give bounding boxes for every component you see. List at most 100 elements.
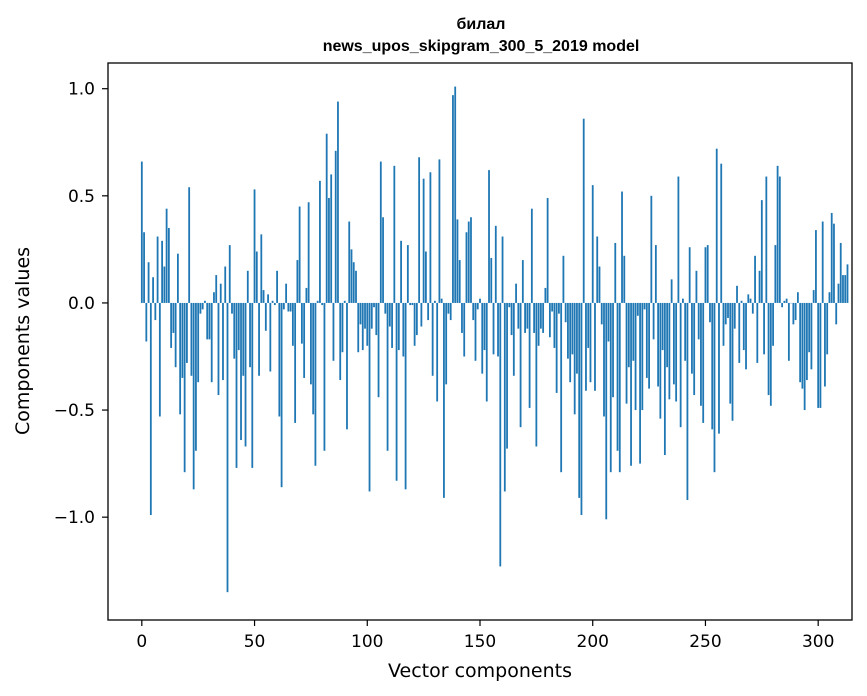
bar-component-22 [190, 302, 193, 376]
bar-component-289 [792, 302, 795, 325]
bar-component-261 [729, 302, 732, 404]
bar-component-222 [641, 302, 644, 411]
bar-component-187 [562, 255, 565, 303]
bar-component-269 [747, 294, 750, 303]
bar-component-20 [186, 302, 188, 363]
bar-component-111 [391, 302, 393, 348]
bar-component-309 [837, 283, 840, 303]
bar-component-130 [434, 300, 436, 303]
bar-component-175 [535, 302, 538, 447]
bar-component-170 [524, 302, 526, 333]
bar-component-62 [280, 302, 283, 488]
bar-component-236 [672, 302, 675, 385]
bar-component-271 [751, 302, 754, 314]
bar-component-33 [215, 275, 218, 303]
bar-component-188 [564, 302, 567, 323]
bar-component-252 [709, 302, 711, 323]
bar-component-138 [452, 95, 454, 303]
bar-component-259 [724, 302, 727, 325]
bar-component-8 [158, 302, 161, 417]
bar-component-34 [217, 302, 220, 396]
bar-component-260 [727, 302, 729, 318]
bar-component-304 [826, 302, 829, 355]
bar-component-45 [242, 302, 245, 376]
bar-component-44 [240, 302, 242, 441]
bar-component-196 [582, 118, 585, 303]
bar-component-238 [677, 176, 680, 303]
bar-component-168 [519, 302, 522, 428]
bar-component-221 [639, 302, 641, 464]
bar-component-47 [246, 270, 249, 303]
bar-component-162 [506, 302, 508, 449]
bar-component-308 [835, 302, 838, 325]
bar-component-125 [422, 178, 425, 303]
bar-component-141 [458, 260, 461, 303]
bar-component-27 [201, 302, 204, 310]
bar-component-36 [222, 302, 224, 381]
bar-component-132 [438, 159, 441, 303]
bar-component-108 [384, 302, 387, 314]
bar-component-23 [192, 302, 195, 490]
bar-component-283 [778, 176, 781, 303]
bar-component-128 [429, 172, 432, 303]
bar-component-237 [675, 302, 678, 402]
bar-component-100 [366, 302, 369, 346]
bar-component-151 [481, 302, 484, 374]
bar-component-127 [427, 302, 430, 321]
bar-component-159 [499, 302, 502, 567]
bar-component-2 [145, 302, 148, 342]
bar-component-129 [431, 302, 434, 376]
bar-component-160 [501, 236, 504, 303]
bar-component-0 [140, 161, 143, 303]
bar-component-39 [228, 245, 231, 303]
bar-component-182 [551, 302, 554, 312]
bar-component-249 [702, 302, 705, 423]
bar-component-155 [490, 257, 493, 303]
bar-component-211 [616, 302, 619, 451]
bar-component-176 [537, 302, 540, 346]
bar-component-292 [799, 302, 802, 383]
x-tick-label: 200 [577, 632, 609, 652]
bar-component-133 [440, 298, 443, 303]
bar-component-137 [449, 302, 452, 321]
bar-component-295 [806, 302, 808, 381]
bar-component-152 [483, 302, 486, 351]
bar-component-11 [165, 208, 168, 303]
bar-component-38 [226, 302, 229, 593]
bar-component-172 [528, 302, 531, 408]
bar-component-57 [269, 302, 272, 372]
bar-component-67 [291, 302, 294, 346]
y-tick-label: 0.0 [68, 294, 95, 314]
bar-component-184 [555, 302, 558, 393]
bar-component-241 [684, 302, 687, 361]
bar-component-82 [325, 133, 328, 303]
bar-component-139 [454, 86, 457, 303]
bar-component-135 [445, 302, 448, 385]
bar-component-178 [542, 302, 545, 333]
bar-component-227 [652, 302, 655, 340]
bar-component-154 [488, 170, 490, 303]
bar-component-81 [323, 302, 326, 451]
bar-component-195 [580, 302, 583, 516]
bar-component-166 [515, 283, 517, 303]
bar-component-131 [436, 302, 439, 402]
bar-component-235 [670, 279, 673, 303]
bar-component-197 [585, 302, 587, 391]
bar-component-72 [303, 302, 306, 378]
bar-component-29 [206, 302, 209, 340]
bar-component-215 [625, 302, 628, 404]
bar-component-5 [152, 277, 154, 303]
bar-component-201 [594, 302, 596, 391]
bar-component-202 [596, 236, 599, 303]
bar-component-254 [713, 302, 716, 473]
bar-component-233 [666, 302, 669, 368]
bar-component-144 [465, 232, 468, 303]
bar-component-208 [609, 302, 612, 473]
bar-component-266 [740, 300, 743, 303]
bar-component-248 [700, 302, 702, 406]
bar-component-256 [718, 302, 720, 434]
bar-component-71 [300, 302, 303, 344]
bar-component-40 [231, 302, 233, 314]
bar-component-276 [763, 302, 765, 355]
bar-component-83 [328, 197, 330, 303]
